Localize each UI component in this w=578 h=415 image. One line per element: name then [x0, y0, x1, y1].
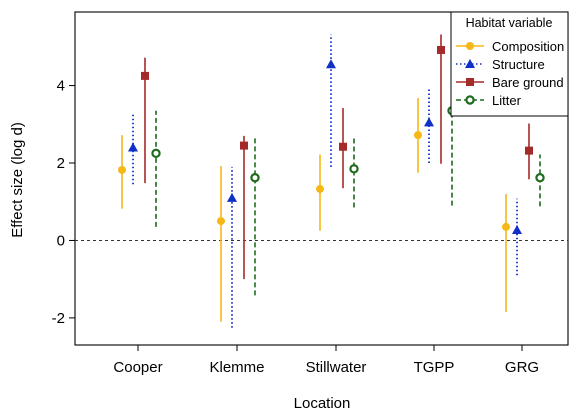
legend-entry-label: Litter — [492, 93, 522, 108]
series-composition — [118, 97, 510, 322]
data-point — [118, 165, 126, 174]
data-point — [414, 131, 422, 140]
data-point — [141, 71, 149, 80]
legend-swatch-marker — [465, 95, 475, 105]
data-point — [525, 146, 533, 155]
data-point — [339, 142, 347, 151]
legend-entry-label: Structure — [492, 57, 545, 72]
legend-swatch-marker — [466, 42, 474, 50]
legend: Habitat variable Composition Structure Bar… — [450, 11, 569, 117]
legend-title: Habitat variable — [466, 16, 553, 30]
plot-frame — [74, 11, 569, 346]
y-tick-label: 4 — [57, 78, 65, 95]
series-structure — [128, 34, 522, 328]
data-point — [502, 222, 510, 231]
data-point — [326, 59, 336, 69]
data-point — [535, 173, 545, 183]
data-point — [349, 164, 359, 174]
data-point — [227, 192, 237, 202]
data-point — [151, 148, 161, 159]
x-tick-label: Stillwater — [306, 359, 367, 376]
y-tick-label: 0 — [57, 232, 65, 249]
y-tick-label: -2 — [52, 310, 65, 327]
data-point — [512, 224, 522, 234]
x-tick-label: GRG — [505, 359, 539, 376]
legend-swatch-marker — [466, 78, 474, 86]
x-tick-label: Klemme — [209, 359, 264, 376]
data-point — [316, 184, 324, 193]
data-point — [437, 45, 445, 54]
x-tick-label: Cooper — [113, 359, 162, 376]
y-axis-title: Effect size (log d) — [9, 122, 26, 238]
data-point — [424, 117, 434, 127]
data-point — [250, 173, 260, 183]
x-axis-title: Location — [294, 395, 351, 412]
legend-entry-label: Composition — [492, 39, 564, 54]
x-tick-label: TGPP — [414, 359, 455, 376]
data-point — [217, 217, 225, 226]
data-point — [128, 142, 138, 152]
y-tick-label: 2 — [57, 155, 65, 172]
series-bare-ground — [141, 34, 533, 280]
legend-swatch-marker — [465, 59, 475, 68]
data-point — [240, 141, 248, 150]
legend-entry-label: Bare ground — [492, 75, 564, 90]
